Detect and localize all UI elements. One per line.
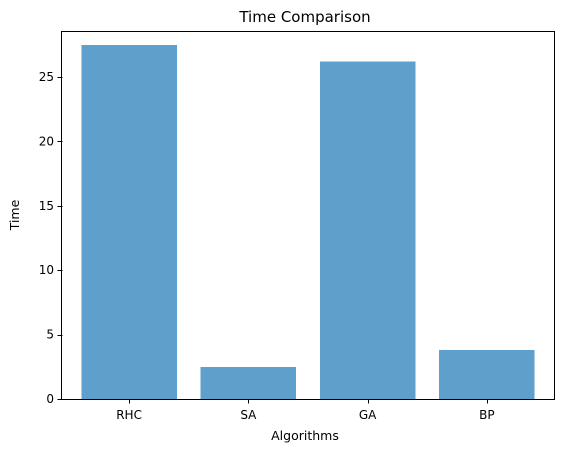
y-tick-label: 5 — [46, 328, 54, 342]
bar-ga — [319, 61, 416, 399]
x-tick-label: BP — [479, 408, 494, 422]
bar-bp — [439, 350, 535, 399]
bars-group — [81, 44, 535, 399]
y-axis-label: Time — [7, 199, 22, 231]
y-tick-label: 10 — [39, 263, 54, 277]
y-tick-label: 15 — [39, 199, 54, 213]
y-tick-label: 0 — [46, 392, 54, 406]
y-axis-ticks: 0 5 10 15 20 25 — [39, 70, 63, 406]
bar-sa — [200, 366, 297, 399]
bar-rhc — [81, 44, 177, 399]
x-tick-label: GA — [359, 408, 377, 422]
plot-frame — [61, 31, 555, 400]
x-tick-label: RHC — [116, 408, 142, 422]
y-tick-label: 25 — [39, 70, 54, 84]
chart-title: Time Comparison — [238, 8, 370, 26]
y-tick-label: 20 — [39, 134, 54, 148]
x-axis-label: Algorithms — [271, 428, 339, 443]
x-axis-ticks: RHC SA GA BP — [116, 399, 495, 422]
x-tick-label: SA — [240, 408, 257, 422]
